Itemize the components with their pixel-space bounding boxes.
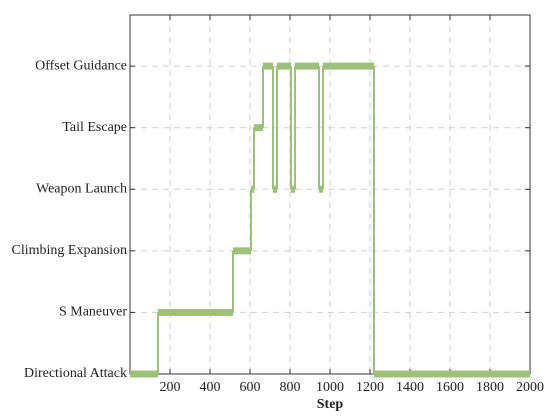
- y-tick-label: Offset Guidance: [35, 58, 127, 73]
- step-segment: [295, 62, 319, 70]
- x-tick-label: 200: [160, 380, 181, 395]
- x-axis-label: Step: [317, 397, 344, 412]
- x-tick-label: 2000: [516, 380, 544, 395]
- step-segment: [233, 247, 251, 255]
- step-segment: [254, 124, 263, 132]
- x-tick-label: 600: [240, 380, 261, 395]
- step-segment: [263, 62, 273, 70]
- step-segment: [130, 370, 158, 378]
- x-tick-label: 1200: [356, 380, 384, 395]
- step-segment: [158, 308, 233, 316]
- x-tick-label: 800: [280, 380, 301, 395]
- y-tick-label: S Maneuver: [59, 305, 127, 320]
- step-segment: [291, 185, 295, 193]
- x-tick-label: 1400: [396, 380, 424, 395]
- step-segment: [323, 62, 374, 70]
- y-tick-label: Tail Escape: [62, 120, 127, 135]
- x-tick-label: 1800: [476, 380, 504, 395]
- step-segment: [251, 185, 254, 193]
- y-tick-label: Climbing Expansion: [12, 243, 128, 258]
- y-tick-label: Directional Attack: [24, 366, 127, 381]
- x-tick-label: 400: [200, 380, 221, 395]
- y-tick-label: Weapon Launch: [36, 181, 127, 196]
- step-segment: [273, 185, 277, 193]
- plot-frame: [129, 14, 531, 375]
- step-segment: [277, 62, 291, 70]
- step-segment: [319, 185, 323, 193]
- step-segment: [374, 370, 530, 378]
- x-tick-label: 1600: [436, 380, 464, 395]
- x-tick-label: 1000: [316, 380, 344, 395]
